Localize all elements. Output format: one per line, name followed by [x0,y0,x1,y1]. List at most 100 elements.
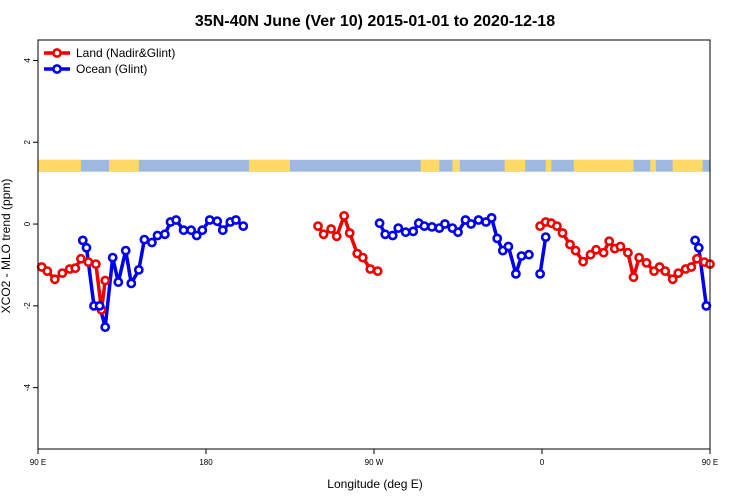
ocean-strip [38,159,710,172]
legend: Land (Nadir&Glint) Ocean (Glint) [44,46,175,76]
data-point-land [615,241,626,252]
data-point-ocean [453,227,463,238]
data-point-land [667,274,678,285]
data-point-land [641,257,652,268]
data-point-land [660,266,671,276]
legend-label: Land (Nadir&Glint) [76,46,175,60]
data-point-ocean [439,219,450,229]
y-tick-label: 4 [23,58,32,63]
series-line-ocean [538,236,548,275]
land-strip [38,159,81,172]
land-ocean-strip [38,159,710,172]
data-point-land [49,274,60,285]
data-point-ocean [690,235,700,246]
data-point-ocean [204,215,215,225]
land-strip [248,159,290,172]
data-point-land [57,268,68,278]
land-strip [650,159,656,172]
y-tick-label: 2 [23,139,32,144]
data-point-land [692,253,702,264]
data-point-ocean [230,215,241,225]
data-point-ocean [146,237,157,248]
data-point-land [570,245,581,256]
data-point-ocean [100,322,111,332]
data-point-land [673,268,684,278]
data-point-land [42,266,53,276]
y-tick-label: -4 [23,384,32,392]
data-point-ocean [120,245,131,256]
land-strip [672,159,703,172]
data-point-land [591,244,601,255]
data-point-ocean [374,218,385,229]
data-point-land [339,210,349,221]
data-point-ocean [152,230,163,241]
data-point-land [557,228,568,238]
data-point-ocean [524,249,534,260]
data-point-ocean [540,232,551,242]
data-point-land [604,236,615,247]
data-point-land [578,256,588,267]
data-point-ocean [77,235,88,246]
data-point-ocean [492,233,503,244]
data-point-ocean [133,264,144,275]
data-point-ocean [113,277,124,287]
data-point-ocean [473,215,484,225]
data-point-ocean [178,225,189,236]
legend-swatch-marker [52,64,62,74]
data-point-ocean [693,242,704,253]
x-tick-label: 180 [199,458,213,467]
data-point-ocean [94,300,105,311]
data-point-land [344,228,355,238]
data-point-ocean [387,230,398,241]
x-tick-label: 90 W [365,458,384,467]
data-point-land [623,247,633,258]
data-point-land [552,221,562,231]
data-point-land [76,253,86,264]
data-point-ocean [511,268,521,279]
data-point-land [634,252,644,263]
y-axis-ticks: 4 2 0 -2 -4 [23,58,38,392]
x-tick-label: 90 E [702,458,718,467]
series-line-land [316,214,379,273]
data-point-ocean [217,225,228,236]
x-tick-label: 90 E [30,458,46,467]
data-point-land [70,263,81,274]
data-point-ocean [238,221,249,231]
data-point-ocean [159,229,170,240]
data-point-ocean [186,225,196,236]
data-point-ocean [466,219,476,229]
data-point-ocean [419,221,430,231]
series-points [36,210,715,332]
data-point-land [585,249,596,260]
land-strip [504,159,526,172]
land-strip [452,159,460,172]
land-strip [545,159,552,172]
y-axis-label: XCO2 - MLO trend (ppm) [0,179,13,314]
data-point-ocean [107,252,118,263]
data-point-land [100,275,111,286]
data-point-ocean [516,251,527,261]
data-point-ocean [535,268,545,279]
land-strip [573,159,634,172]
data-point-ocean [400,227,411,238]
data-point-ocean [126,278,137,289]
data-point-land [565,239,575,250]
data-point-ocean [197,225,208,236]
chart-title: 35N-40N June (Ver 10) 2015-01-01 to 2020… [195,13,555,30]
data-point-land [598,247,609,258]
x-axis-ticks: 90 E 180 90 W 0 90 E [30,449,718,467]
data-point-ocean [701,300,712,311]
data-point-land [331,231,342,242]
data-point-ocean [486,212,497,223]
data-point-land [318,229,329,240]
land-strip [108,159,139,172]
data-point-ocean [380,229,391,240]
legend-swatch-marker [52,48,62,58]
land-strip [420,159,440,172]
data-point-ocean [81,242,92,253]
data-point-land [628,272,639,283]
data-point-land [83,257,94,267]
x-axis-label: Longitude (deg E) [327,477,422,491]
data-point-land [357,252,368,263]
